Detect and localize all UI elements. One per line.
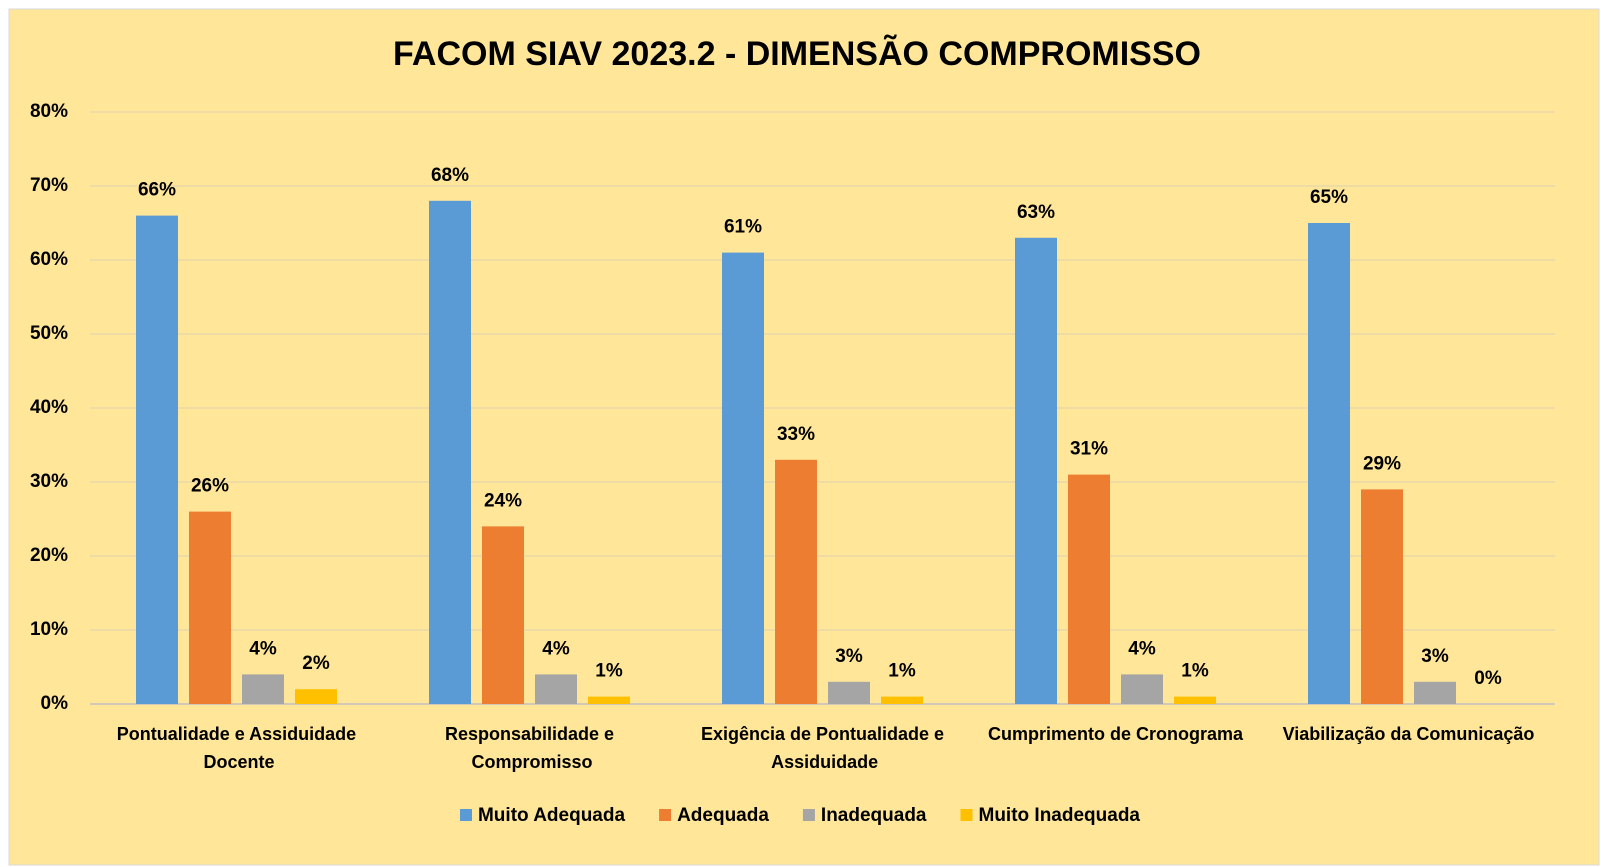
x-tick-label: Cumprimento de Cronograma [988,724,1244,744]
data-label: 4% [542,638,570,659]
bar [722,252,764,704]
x-tick-label: Pontualidade e Assiduidade Docente [117,724,356,772]
bar [535,674,577,704]
data-label: 26% [191,476,229,497]
x-tick-label: Exigência de Pontualidade e Assiduidade [701,724,944,772]
x-tick-label: Responsabilidade e Compromisso [445,724,614,772]
data-label: 4% [1128,638,1156,659]
bar [828,681,870,704]
data-label: 1% [1181,661,1209,682]
y-tick-label: 70% [30,175,68,196]
y-tick-label: 0% [41,693,69,714]
data-label: 4% [249,638,277,659]
y-tick-label: 20% [30,545,68,566]
bar [295,689,337,704]
data-label: 1% [595,661,623,682]
y-tick-label: 30% [30,471,68,492]
data-label: 2% [302,653,330,674]
data-label: 33% [777,424,815,445]
bar [242,674,284,704]
y-tick-label: 10% [30,619,68,640]
legend-swatch [459,809,472,821]
bar [136,215,178,704]
bar [1361,489,1403,704]
bar [1121,674,1163,704]
bar [775,459,817,704]
y-tick-label: 80% [30,101,68,122]
legend-swatch [802,809,815,821]
y-tick-label: 60% [30,249,68,270]
y-tick-label: 50% [30,323,68,344]
bar [1068,474,1110,704]
bar [1174,696,1216,704]
data-label: 61% [724,217,762,238]
bar [1015,237,1057,705]
legend-swatch [960,809,973,821]
data-label: 24% [484,490,522,511]
bar [588,696,630,704]
data-label: 65% [1310,187,1348,208]
data-label: 1% [888,661,916,682]
data-label: 63% [1017,202,1055,223]
bar [429,200,471,705]
y-tick-label: 40% [30,397,68,418]
x-tick-label: Viabilização da Comunicação [1283,724,1535,744]
bar [1308,223,1350,704]
data-label: 3% [835,646,863,667]
data-label: 68% [431,165,469,186]
legend-label: Inadequada [821,805,927,826]
bar [189,511,231,704]
bar [482,526,524,704]
data-label: 29% [1363,453,1401,474]
data-label: 31% [1070,439,1108,460]
bar [881,696,923,704]
data-label: 66% [138,180,176,201]
legend-label: Adequada [677,805,769,826]
chart-title: FACOM SIAV 2023.2 - DIMENSÃO COMPROMISSO [393,35,1201,73]
legend-label: Muito Inadequada [979,805,1141,826]
bar [1414,681,1456,704]
data-label: 0% [1474,668,1502,689]
legend-label: Muito Adequada [478,805,625,826]
legend-swatch [659,809,672,821]
data-label: 3% [1421,646,1449,667]
